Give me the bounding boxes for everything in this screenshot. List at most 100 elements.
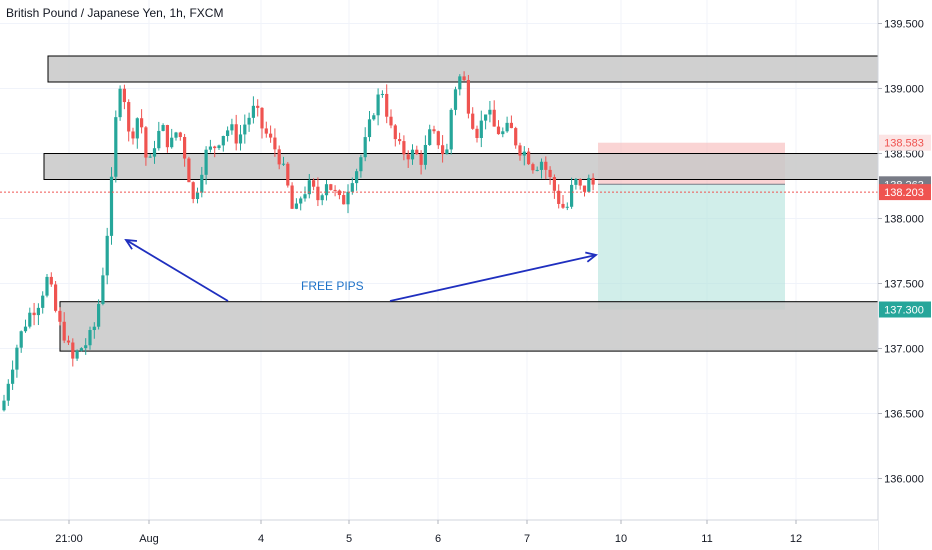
candle-body	[591, 177, 595, 185]
candle-body	[445, 149, 449, 155]
candle-body	[453, 89, 458, 110]
candle-body	[208, 146, 212, 150]
candle-body	[376, 94, 380, 116]
candle-body	[415, 149, 419, 155]
zone-2	[43, 153, 881, 180]
candle-body	[62, 321, 66, 341]
last-price-tag: 138.203	[884, 187, 924, 199]
candle-body	[23, 326, 28, 332]
candle-body	[114, 117, 118, 177]
stop-tag-bg	[879, 134, 931, 151]
candle-body	[41, 295, 45, 308]
candle-body	[157, 130, 161, 149]
candle-body	[350, 183, 354, 192]
candle-body	[355, 171, 359, 184]
candle-body	[462, 76, 466, 81]
candle-body	[122, 88, 126, 103]
candle-body	[359, 157, 363, 172]
candle-body	[561, 203, 565, 208]
candle-body	[329, 184, 333, 190]
candle-body	[492, 109, 496, 127]
candle-body	[2, 400, 6, 411]
target-tag-bg	[879, 301, 931, 318]
candle-body	[522, 151, 526, 156]
candle-body	[290, 185, 294, 209]
candle-body	[260, 107, 264, 129]
candle-body	[458, 76, 462, 90]
candle-body	[531, 164, 535, 171]
y-tick-label: 137.500	[884, 279, 924, 291]
candle-body	[213, 146, 217, 149]
candle-body	[367, 119, 372, 138]
candle-body	[195, 192, 200, 200]
chart-title: British Pound / Japanese Yen, 1h, FXCM	[6, 6, 224, 20]
candle-body	[320, 195, 324, 201]
take-profit-area	[598, 184, 785, 310]
candle-body	[557, 190, 561, 204]
candle-body	[204, 149, 208, 175]
candle-body	[178, 132, 182, 138]
x-tick-label: 4	[258, 533, 264, 545]
candle-body	[230, 124, 234, 131]
candle-body	[423, 144, 427, 165]
candle-body	[88, 330, 92, 346]
candle-body	[303, 194, 307, 199]
candle-body	[152, 148, 157, 157]
x-tick-label: Aug	[139, 533, 159, 545]
candle-body	[32, 312, 36, 316]
candle-body	[410, 149, 415, 160]
candle-body	[277, 149, 281, 165]
candle-body	[570, 184, 574, 207]
candle-body	[294, 203, 298, 209]
arrow-left-shaft	[125, 239, 229, 302]
candle-body	[251, 105, 255, 118]
candle-body	[307, 180, 311, 195]
candle-body	[217, 145, 221, 149]
candle-body	[243, 124, 247, 135]
candle-body	[140, 118, 144, 128]
candle-body	[118, 88, 122, 118]
y-tick-label: 138.500	[884, 149, 924, 161]
candle-body	[79, 348, 83, 351]
candle-body	[200, 174, 204, 193]
candle-body	[587, 177, 591, 192]
candle-body	[238, 134, 243, 144]
candle-body	[92, 326, 96, 331]
candle-body	[385, 93, 389, 117]
candle-body	[565, 206, 569, 208]
price-axis	[878, 0, 932, 550]
candle-body	[273, 137, 277, 150]
candle-body	[514, 128, 518, 146]
candle-body	[582, 185, 587, 192]
candle-body	[509, 122, 513, 129]
target-tag: 137.300	[884, 305, 924, 317]
candle-body	[286, 163, 290, 186]
candle-body	[101, 275, 105, 304]
candle-body	[527, 151, 531, 165]
candle-body	[226, 130, 230, 137]
candle-body	[432, 129, 436, 132]
y-tick-label: 138.000	[884, 214, 924, 226]
candle-body	[363, 137, 367, 158]
candle-body	[97, 303, 101, 327]
candle-body	[501, 131, 505, 135]
candle-body	[398, 139, 402, 142]
candle-body	[402, 141, 406, 155]
candle-body	[548, 169, 552, 178]
candle-body	[174, 132, 178, 138]
candle-body	[183, 137, 187, 159]
candle-body	[71, 342, 75, 359]
candle-body	[191, 182, 195, 200]
candle-body	[389, 116, 393, 126]
candle-body	[161, 125, 165, 131]
candle-body	[479, 120, 483, 138]
arrow-left-head	[124, 238, 138, 250]
candle-body	[269, 133, 273, 138]
candle-body	[170, 137, 174, 148]
time-axis	[0, 520, 878, 550]
candle-body	[346, 191, 350, 205]
candle-body	[75, 350, 79, 359]
x-tick-label: 7	[524, 533, 530, 545]
candle-body	[15, 347, 19, 370]
